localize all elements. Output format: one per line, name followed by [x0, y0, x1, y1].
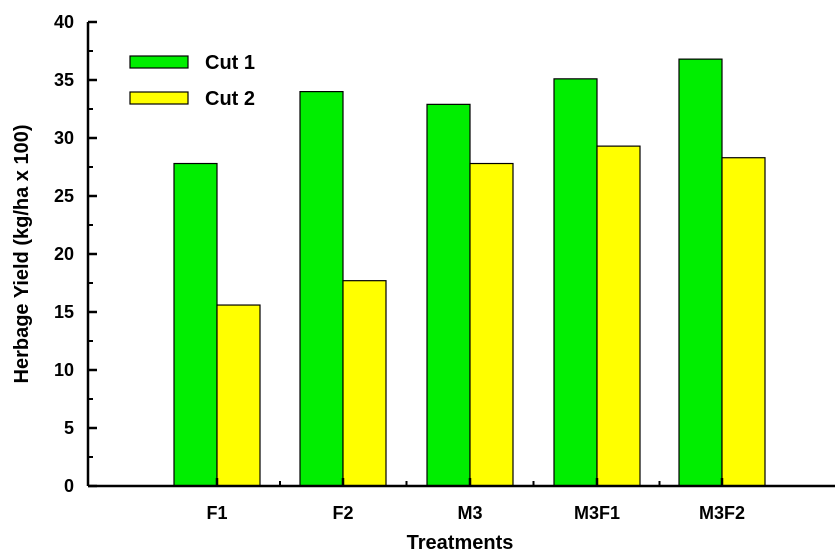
bar-cut-2-f2 — [342, 280, 387, 487]
y-tick-label: 40 — [54, 12, 74, 32]
bar-cut-1-m3 — [426, 103, 471, 487]
bar-cut-1-f1 — [173, 162, 218, 487]
bar-cut-1-f2 — [299, 90, 344, 487]
y-ticks: 0 5 10 15 20 25 30 35 40 — [54, 12, 97, 496]
bar-cut-2-m3f2 — [721, 157, 766, 487]
y-tick-label: 20 — [54, 244, 74, 264]
bar-cut-1-m3f1 — [553, 78, 598, 487]
legend-swatch-cut-2 — [129, 91, 189, 105]
legend-swatch-cut-1 — [129, 55, 189, 69]
bars-layer — [173, 58, 766, 487]
bar-cut-2-m3f1 — [596, 145, 641, 487]
x-tick-label: M3F2 — [699, 503, 745, 523]
y-tick-label: 10 — [54, 360, 74, 380]
legend-label-cut-2: Cut 2 — [205, 88, 255, 110]
x-tick-label: M3F1 — [574, 503, 620, 523]
bar-cut-2-m3 — [469, 162, 514, 487]
x-tick-label: F1 — [206, 503, 227, 523]
legend: Cut 1 Cut 2 — [129, 52, 255, 110]
x-tick-label: M3 — [457, 503, 482, 523]
y-tick-label: 25 — [54, 186, 74, 206]
y-tick-label: 5 — [64, 418, 74, 438]
y-axis-title: Herbage Yield (kg/ha x 100) — [11, 125, 33, 384]
legend-label-cut-1: Cut 1 — [205, 52, 255, 74]
y-tick-label: 30 — [54, 128, 74, 148]
y-tick-label: 35 — [54, 70, 74, 90]
bar-cut-1-m3f2 — [678, 58, 723, 487]
x-ticks: F1 F2 M3 M3F1 M3F2 — [206, 478, 745, 523]
y-tick-label: 15 — [54, 302, 74, 322]
x-tick-label: F2 — [332, 503, 353, 523]
bar-cut-2-f1 — [216, 304, 261, 487]
y-tick-label: 0 — [64, 476, 74, 496]
x-axis-title: Treatments — [407, 532, 514, 554]
